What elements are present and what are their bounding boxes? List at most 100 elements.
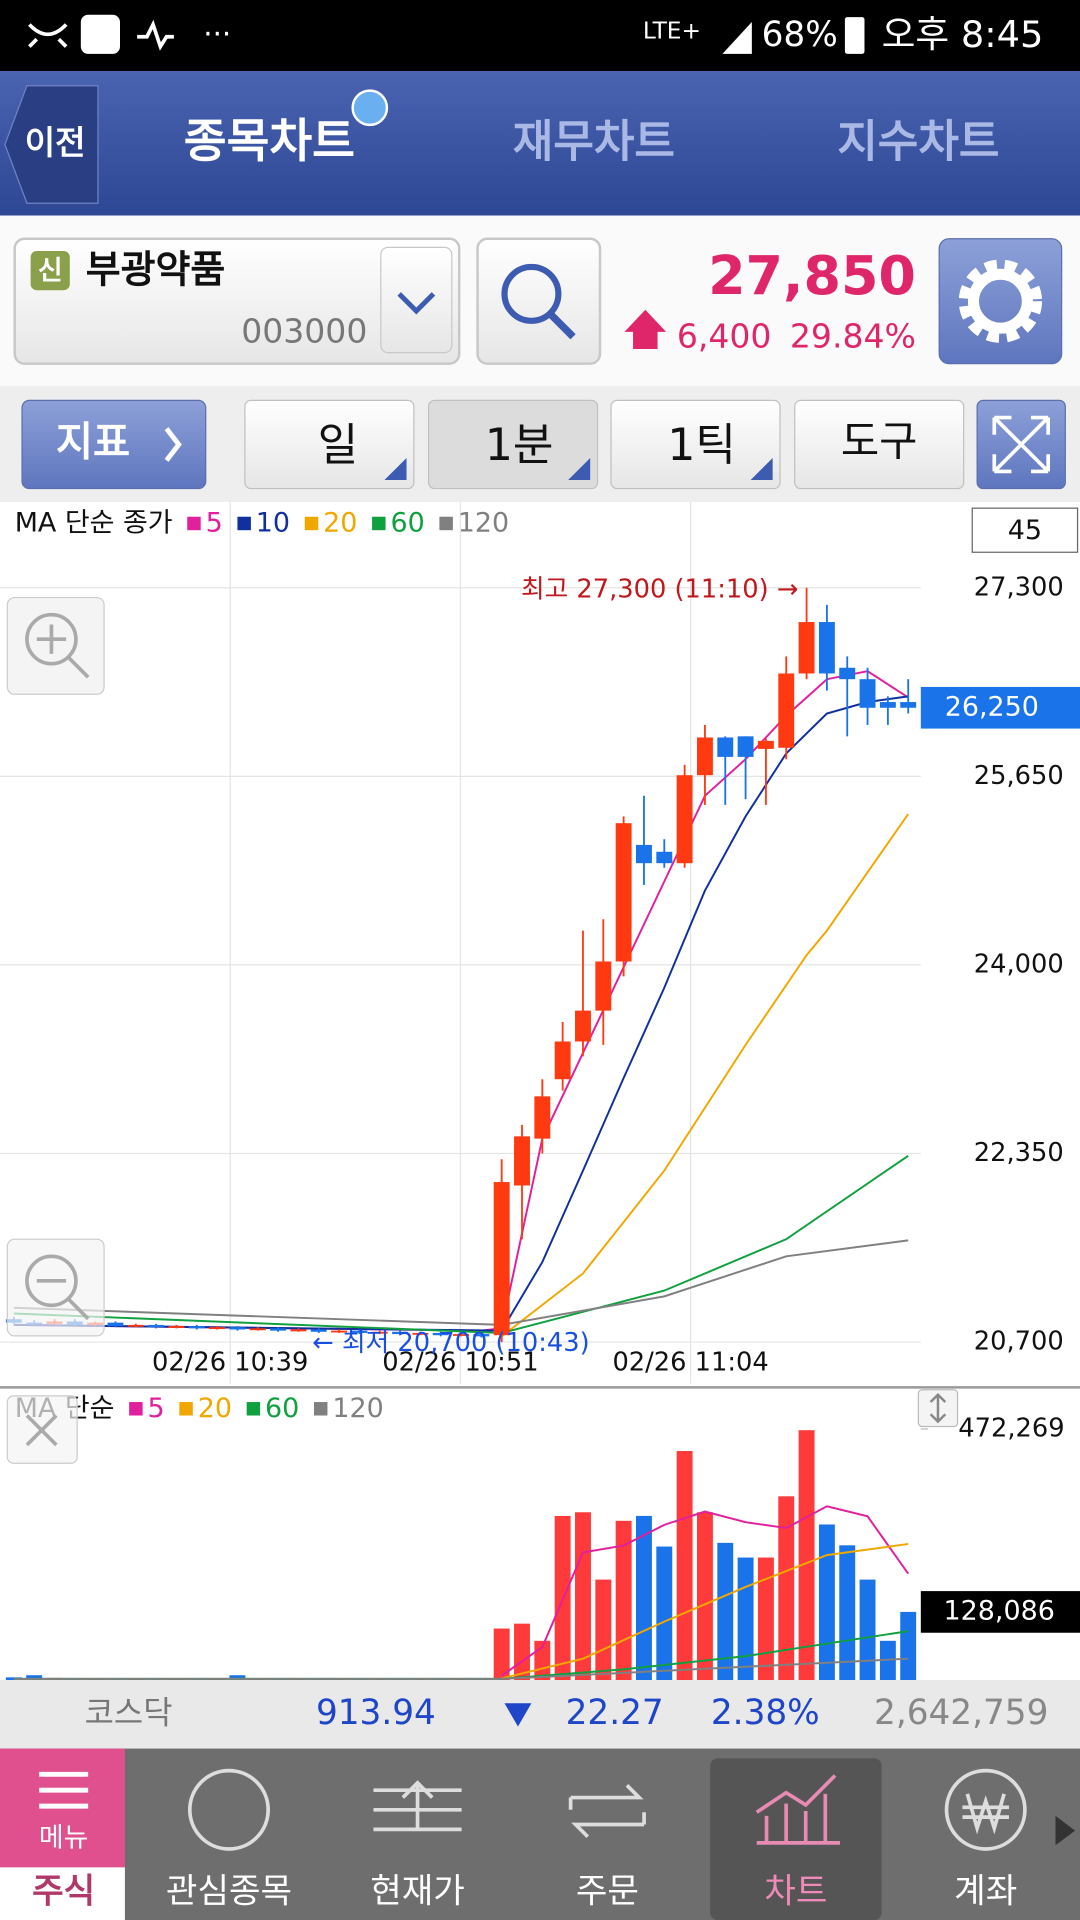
candle-body (392, 1331, 408, 1335)
tab-bar (0, 71, 1080, 216)
zoom-out-button[interactable] (6, 1238, 105, 1337)
candle-body (229, 1327, 246, 1330)
candle-body (432, 1332, 449, 1336)
index-value: 913.94 (316, 1693, 436, 1733)
signal-icon (722, 22, 752, 54)
candle-body (656, 851, 673, 864)
menu-icon (39, 1771, 89, 1809)
candle-body (168, 1326, 185, 1328)
candle-body (331, 1330, 348, 1333)
candle-body (636, 844, 652, 864)
candle-body (900, 702, 917, 708)
gear-teeth (958, 259, 1043, 343)
low-annotation: ← 최저 20,700 (10:43) (312, 1328, 589, 1358)
nav-label[interactable]: 관심종목 (166, 1872, 292, 1912)
volume-bar (839, 1545, 856, 1680)
search-button[interactable] (476, 237, 602, 365)
tools-label[interactable]: 도구 (841, 416, 918, 465)
nav-label[interactable]: 주문 (576, 1872, 639, 1912)
nav-label[interactable]: 계좌 (954, 1872, 1017, 1912)
period-label[interactable]: 일 (318, 420, 359, 471)
nav-tab-label[interactable]: 주식 (32, 1872, 95, 1912)
legend-label: 120 (458, 508, 509, 539)
tab[interactable]: 지수차트 (837, 116, 999, 167)
nav-label[interactable]: 현재가 (370, 1872, 465, 1912)
candle-body (249, 1328, 266, 1331)
volume-bar (5, 1677, 22, 1680)
period-button[interactable] (244, 399, 415, 490)
candle-body (818, 622, 835, 674)
tab-active[interactable]: 종목차트 (184, 114, 355, 168)
indicator-button[interactable] (21, 399, 207, 490)
call-icon (28, 23, 68, 48)
nav-icon (944, 1768, 1027, 1851)
candle-body (676, 775, 693, 864)
candle-body (107, 1322, 124, 1327)
dropdown-markers (384, 457, 773, 480)
search-icon (501, 263, 562, 324)
volume-bar (514, 1623, 530, 1680)
plots: 27,300 25,650 24,000 22,350 20,700 02/26 10:3… (0, 502, 1080, 1680)
dropdown-button[interactable] (380, 246, 453, 354)
down-arrow (504, 1703, 532, 1727)
volume-bar (757, 1557, 774, 1680)
ma-line (13, 1657, 909, 1680)
nav-item-active[interactable] (710, 1758, 882, 1920)
current-price-box (920, 686, 1080, 729)
y-tick-label: 24,000 (974, 949, 1064, 979)
volume-bar (575, 1512, 591, 1680)
tab[interactable]: 재무차트 (513, 116, 675, 167)
ma-line (501, 813, 910, 1338)
count-box (971, 507, 1079, 553)
y-tick-label: 20,700 (974, 1327, 1064, 1357)
candle-body (209, 1327, 226, 1330)
bottom-nav (0, 1748, 1080, 1920)
ma-line (501, 1542, 909, 1680)
app-icon (80, 14, 120, 54)
period-label[interactable]: 1틱 (667, 420, 736, 471)
x-tick-label: 02/26 10:39 (152, 1347, 308, 1377)
legend-swatch (372, 516, 386, 531)
chart-area (0, 502, 1080, 1681)
candle-body (290, 1329, 307, 1332)
settings-button[interactable] (938, 238, 1063, 365)
indicator-chevron (164, 427, 182, 462)
back-label[interactable]: 이전 (25, 123, 86, 162)
activity-icon (137, 19, 174, 51)
period-button[interactable] (427, 399, 599, 490)
ma-line (13, 1154, 909, 1334)
stock-box[interactable] (13, 237, 461, 365)
back-button[interactable] (4, 85, 99, 204)
period-button[interactable] (610, 399, 781, 490)
nav-label[interactable]: 차트 (764, 1872, 827, 1912)
stock-change-rate: 29.84% (790, 316, 916, 355)
y-tick-label: 27,300 (974, 572, 1064, 602)
legend-title: MA 단순 종가 (15, 508, 173, 539)
nav-icon (755, 1774, 840, 1845)
nav-next[interactable] (1055, 1815, 1076, 1846)
candle-body (310, 1329, 327, 1332)
nav-tab-active[interactable] (0, 1867, 125, 1920)
legend-swatch (246, 1402, 261, 1416)
candle-body (737, 736, 754, 757)
tools-button[interactable] (794, 399, 965, 490)
nav-icon (568, 1784, 646, 1839)
stock-name: 부광약품 (86, 247, 226, 291)
y-tick-label: 25,650 (974, 761, 1064, 791)
legend-label: 20 (323, 508, 357, 539)
volume-bar (636, 1515, 652, 1680)
period-label[interactable]: 1분 (485, 420, 554, 471)
legend-label: 5 (206, 508, 223, 539)
menu-label[interactable]: 메뉴 (39, 1823, 89, 1854)
index-name: 코스닥 (85, 1693, 173, 1731)
candle-body (188, 1326, 205, 1329)
volume-bar (778, 1496, 795, 1680)
indicator-label[interactable]: 지표 (56, 417, 130, 465)
more-icon: ··· (203, 17, 231, 51)
candle-body (473, 1334, 490, 1337)
legend-label: 60 (265, 1393, 299, 1424)
zoom-in-button[interactable] (6, 596, 105, 695)
legend-label: 5 (148, 1393, 165, 1424)
